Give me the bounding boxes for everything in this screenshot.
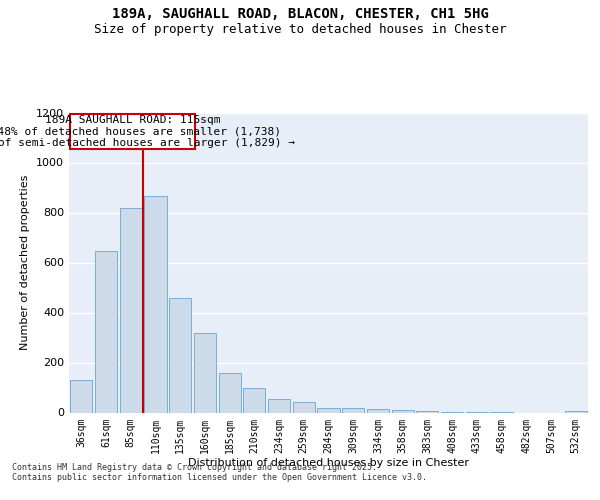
- Text: 189A SAUGHALL ROAD: 115sqm: 189A SAUGHALL ROAD: 115sqm: [45, 114, 220, 124]
- Bar: [218, 372, 241, 412]
- Bar: [243, 388, 265, 412]
- Bar: [194, 332, 216, 412]
- Text: Size of property relative to detached houses in Chester: Size of property relative to detached ho…: [94, 22, 506, 36]
- Bar: [565, 411, 587, 412]
- Bar: [169, 298, 191, 412]
- Bar: [293, 402, 315, 412]
- Bar: [367, 409, 389, 412]
- Bar: [268, 399, 290, 412]
- X-axis label: Distribution of detached houses by size in Chester: Distribution of detached houses by size …: [188, 458, 469, 468]
- Text: Contains HM Land Registry data © Crown copyright and database right 2025.
Contai: Contains HM Land Registry data © Crown c…: [12, 462, 427, 482]
- Text: 189A, SAUGHALL ROAD, BLACON, CHESTER, CH1 5HG: 189A, SAUGHALL ROAD, BLACON, CHESTER, CH…: [112, 8, 488, 22]
- Bar: [317, 408, 340, 412]
- Bar: [95, 252, 117, 412]
- Bar: [342, 408, 364, 412]
- Bar: [119, 208, 142, 412]
- Bar: [416, 411, 439, 412]
- Text: ← 48% of detached houses are smaller (1,738): ← 48% of detached houses are smaller (1,…: [0, 126, 281, 136]
- Y-axis label: Number of detached properties: Number of detached properties: [20, 175, 31, 350]
- Bar: [145, 196, 167, 412]
- Bar: [392, 410, 414, 412]
- Bar: [70, 380, 92, 412]
- Text: 51% of semi-detached houses are larger (1,829) →: 51% of semi-detached houses are larger (…: [0, 138, 295, 148]
- Bar: [70, 114, 195, 149]
